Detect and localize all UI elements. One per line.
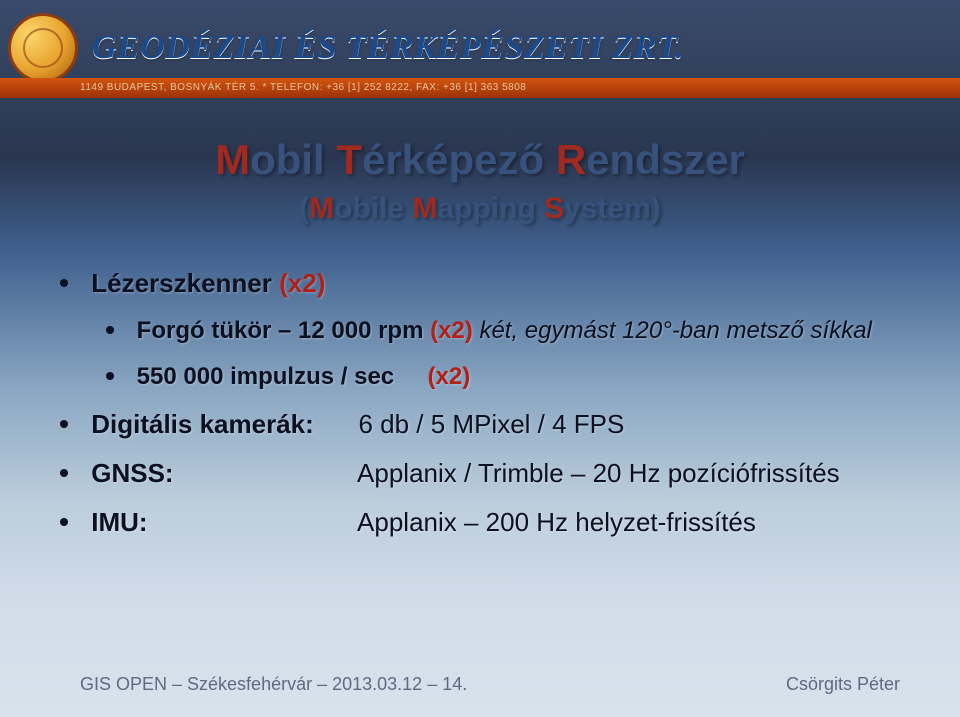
slide: GEODÉZIAI ÉS TÉRKÉPÉSZETI ZRT. 1149 BUDA… — [0, 0, 960, 717]
mirror-post: két, egymást 120°-ban metsző síkkal — [479, 317, 871, 344]
title-initial: M — [215, 136, 250, 183]
bullet-dot-icon — [60, 279, 68, 287]
bullet-laser: Lézerszkenner (x2) — [60, 268, 900, 299]
laser-label: Lézerszkenner — [91, 268, 272, 298]
gnss-value: Applanix / Trimble – 20 Hz pozíciófrissí… — [357, 458, 840, 488]
impulse-x2: (x2) — [428, 363, 471, 390]
impulse-label: 550 000 impulzus / sec — [137, 363, 394, 390]
cam-label: Digitális kamerák: — [91, 409, 351, 440]
bullet-dot-icon — [60, 469, 68, 477]
sub-text: apping — [437, 192, 544, 225]
footer-left: GIS OPEN – Székesfehérvár – 2013.03.12 –… — [80, 674, 467, 695]
sub-initial: S — [544, 192, 564, 225]
header-bar: GEODÉZIAI ÉS TÉRKÉPÉSZETI ZRT. — [0, 18, 960, 78]
title-sub: (Mobile Mapping System) — [0, 192, 960, 226]
footer: GIS OPEN – Székesfehérvár – 2013.03.12 –… — [80, 674, 900, 695]
contact-strip: 1149 BUDAPEST, BOSNYÁK TÉR 5. * TELEFON:… — [0, 78, 960, 98]
title-text: endszer — [586, 136, 745, 183]
bullet-cameras: Digitális kamerák: 6 db / 5 MPixel / 4 F… — [60, 409, 900, 440]
bullet-dot-icon — [106, 326, 114, 334]
footer-right: Csörgits Péter — [786, 674, 900, 695]
sub-text: obile — [334, 192, 412, 225]
bullet-dot-icon — [60, 518, 68, 526]
title-initial: R — [556, 136, 586, 183]
bullet-gnss: GNSS: Applanix / Trimble – 20 Hz pozíció… — [60, 458, 900, 489]
mirror-x2: (x2) — [430, 317, 473, 344]
bullet-dot-icon — [106, 372, 114, 380]
title-initial: T — [336, 136, 362, 183]
cam-value: 6 db / 5 MPixel / 4 FPS — [358, 409, 624, 439]
paren: ) — [651, 192, 661, 225]
sub-initial: M — [412, 192, 437, 225]
bullet-imu: IMU: Applanix – 200 Hz helyzet-frissítés — [60, 507, 900, 538]
title: Mobil Térképező Rendszer (Mobile Mapping… — [0, 136, 960, 226]
bullet-impulse: 550 000 impulzus / sec (x2) — [106, 363, 900, 391]
sub-text: ystem — [564, 192, 651, 225]
imu-label: IMU: — [91, 507, 351, 538]
laser-x2: (x2) — [279, 268, 325, 298]
company-logo-icon — [8, 13, 78, 83]
body: Lézerszkenner (x2) Forgó tükör – 12 000 … — [60, 250, 900, 556]
bullet-mirror: Forgó tükör – 12 000 rpm (x2) két, egymá… — [106, 317, 900, 345]
bullet-dot-icon — [60, 420, 68, 428]
imu-value: Applanix – 200 Hz helyzet-frissítés — [357, 507, 756, 537]
gnss-label: GNSS: — [91, 458, 351, 489]
title-text: érképező — [362, 136, 556, 183]
title-text: obil — [250, 136, 336, 183]
company-name: GEODÉZIAI ÉS TÉRKÉPÉSZETI ZRT. — [92, 29, 684, 67]
sub-initial: M — [309, 192, 334, 225]
title-main: Mobil Térképező Rendszer — [0, 136, 960, 184]
mirror-pre: Forgó tükör – 12 000 rpm — [137, 317, 430, 344]
paren: ( — [299, 192, 309, 225]
